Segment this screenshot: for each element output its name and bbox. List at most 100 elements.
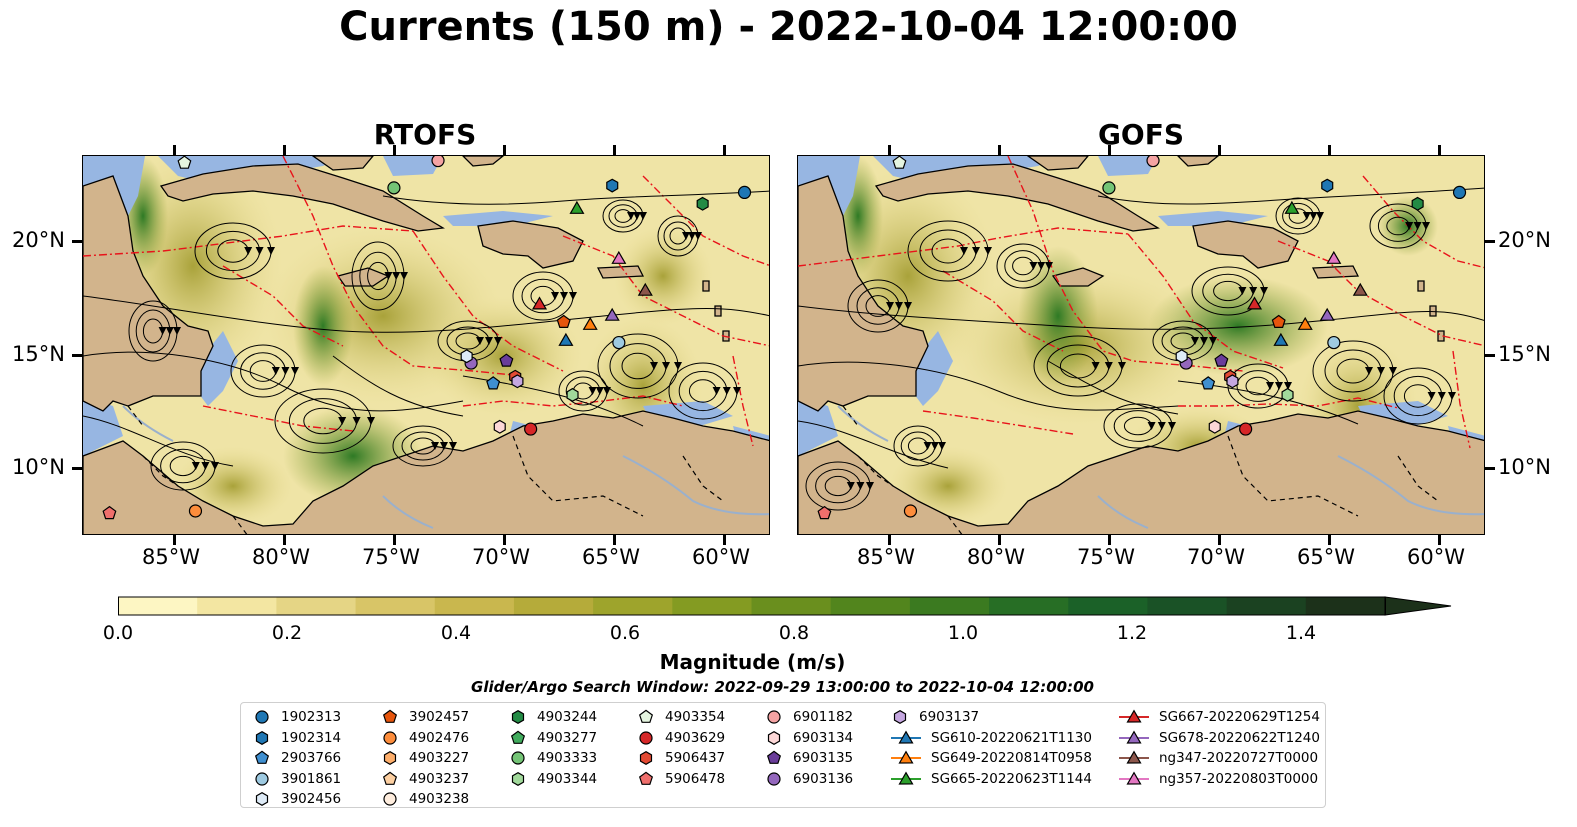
float-marker (582, 316, 598, 330)
legend-column: 6901182 6903134 6903135 6903136 (765, 707, 853, 789)
legend-label: 1902314 (281, 729, 342, 746)
legend-label: ng357-20220803T0000 (1159, 770, 1319, 787)
float-marker (431, 156, 445, 168)
colorbar-tick-1: 0.2 (271, 622, 303, 644)
country-border (857, 455, 894, 487)
lon-label-80w-rtofs: 80°W (252, 545, 310, 569)
float-marker (1214, 353, 1229, 367)
legend-label: 6901182 (793, 709, 854, 726)
land-mass (477, 220, 584, 269)
legend-marker (255, 792, 269, 807)
float-marker (486, 376, 501, 390)
legend-item: 6903135 (765, 748, 853, 769)
colorbar (118, 595, 1453, 621)
colorbar-segment (672, 597, 753, 615)
legend-label: 4903333 (537, 750, 598, 767)
legend-label: 5906437 (665, 750, 726, 767)
legend-marker (638, 709, 654, 724)
legend-marker (767, 772, 781, 786)
axis-tick (1328, 535, 1331, 545)
country-border (682, 455, 724, 502)
colorbar-tick-0: 0.0 (102, 622, 134, 644)
axis-tick (503, 535, 506, 545)
land-mass (596, 265, 645, 279)
lon-label-80w-gofs: 80°W (967, 545, 1025, 569)
lon-label-65w-rtofs: 65°W (582, 545, 640, 569)
lon-label-60w-rtofs: 60°W (692, 545, 750, 569)
legend-label: 3902457 (409, 709, 470, 726)
lat-label-15n-left: 15°N (12, 342, 65, 366)
current-speed-patch (293, 266, 353, 386)
legend-item: 6901182 (765, 707, 853, 728)
lat-label-10n-right: 10°N (1498, 455, 1551, 479)
float-marker (188, 504, 203, 518)
land-mass (336, 267, 390, 287)
float-marker (1146, 156, 1160, 168)
lon-label-70w-gofs: 70°W (1187, 545, 1245, 569)
eez-boundary (202, 405, 354, 432)
legend-item: ng357-20220803T0000 (1119, 769, 1320, 790)
legend-marker (766, 750, 782, 765)
river (382, 495, 434, 529)
shallow-shelf (443, 211, 553, 226)
legend-marker (767, 710, 781, 724)
map-rtofs[interactable] (82, 155, 770, 535)
float-marker (499, 353, 514, 367)
float-marker (1102, 181, 1116, 195)
legend-label: 6903136 (793, 770, 854, 787)
country-border (512, 435, 644, 517)
legend-marker-icon (767, 710, 781, 724)
float-marker (531, 296, 548, 310)
eez-boundary (1277, 240, 1484, 347)
float-marker (1175, 349, 1188, 364)
legend-item: 6903137 (891, 707, 1092, 728)
axis-tick (613, 145, 616, 155)
legend-marker-icon (638, 709, 654, 724)
axis-tick (1108, 145, 1111, 155)
legend-item: 4903238 (381, 789, 469, 810)
float-marker (1271, 314, 1286, 328)
legend-marker (254, 750, 270, 765)
land-mass (1429, 305, 1437, 317)
legend-item: SG665-20220623T1144 (891, 769, 1092, 790)
lon-label-70w-rtofs: 70°W (472, 545, 530, 569)
float-marker (1281, 387, 1294, 402)
float-marker (612, 335, 626, 350)
legend-label: SG649-20220814T0958 (931, 750, 1092, 767)
float-marker (1411, 196, 1424, 211)
float-marker (558, 332, 574, 346)
colorbar-extend-arrow (1384, 596, 1452, 616)
eez-boundary (1452, 350, 1471, 449)
legend-item: 1902313 (253, 707, 341, 728)
float-marker (903, 504, 918, 518)
axis-tick (888, 145, 891, 155)
float-marker (566, 387, 579, 402)
legend-item: 1902314 (253, 728, 341, 749)
float-marker (524, 422, 538, 436)
current-speed-patch (1148, 276, 1328, 376)
axis-tick (1438, 145, 1441, 155)
lat-label-20n-right: 20°N (1498, 228, 1551, 252)
colorbar-segment (1068, 597, 1149, 615)
country-border (947, 515, 963, 534)
float-marker (1352, 282, 1368, 296)
axis-tick (1485, 240, 1495, 243)
legend-marker-icon (639, 731, 653, 745)
legend-label: SG667-20220629T1254 (1159, 709, 1320, 726)
legend-marker-icon (255, 710, 269, 724)
legend-marker (255, 710, 269, 724)
float-marker (102, 505, 117, 520)
legend-item: 4903629 (637, 728, 725, 749)
legend-item: ng347-20220727T0000 (1119, 748, 1320, 769)
float-marker (1321, 178, 1334, 193)
float-marker (1246, 296, 1263, 310)
float-marker (556, 314, 571, 328)
legend-marker (1126, 750, 1142, 764)
colorbar-segment (434, 597, 515, 615)
legend-marker-icon (383, 731, 397, 745)
lon-label-65w-gofs: 65°W (1297, 545, 1355, 569)
colorbar-segment (513, 597, 594, 615)
map-gofs[interactable] (797, 155, 1485, 535)
legend-marker-icon (255, 792, 269, 807)
axis-tick (173, 145, 176, 155)
